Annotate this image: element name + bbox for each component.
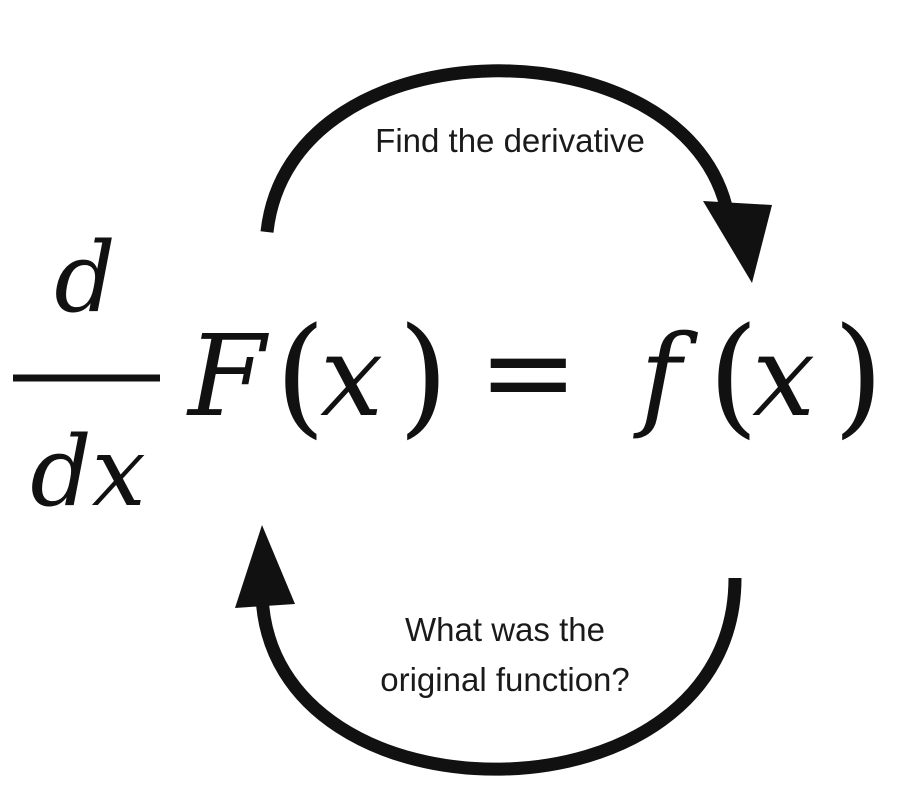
top-label: Find the derivative — [375, 122, 645, 159]
lhs-function-name: F — [186, 312, 269, 442]
equals-sign: = — [478, 303, 579, 442]
lhs-close-paren: ) — [398, 299, 449, 451]
bottom-label-line-2: original function? — [380, 661, 630, 698]
derivative-operator: d dx — [13, 222, 160, 528]
fraction-denominator: dx — [30, 416, 146, 528]
antiderivative-expression: F ( x ) — [186, 299, 449, 451]
bottom-label-line-1: What was the — [405, 611, 605, 648]
top-arrow — [260, 64, 772, 283]
lhs-open-paren: ( — [275, 299, 326, 451]
rhs-function-name: f — [633, 312, 699, 442]
rhs-close-paren: ) — [833, 299, 884, 451]
bottom-arrow-curve — [255, 577, 742, 776]
lhs-variable: x — [320, 312, 383, 442]
bottom-arrowhead — [235, 525, 295, 608]
fraction-numerator: d — [54, 222, 115, 334]
top-arrowhead — [703, 201, 772, 283]
rhs-variable: x — [752, 312, 815, 442]
bottom-arrow — [235, 525, 742, 776]
derivative-expression: f ( x ) — [633, 299, 884, 451]
top-arrow-curve — [260, 64, 735, 233]
rhs-open-paren: ( — [708, 299, 759, 451]
